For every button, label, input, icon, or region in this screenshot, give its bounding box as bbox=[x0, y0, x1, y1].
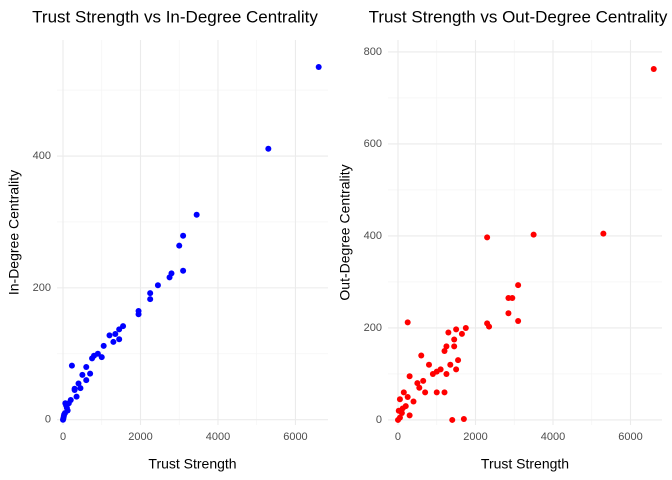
point bbox=[443, 343, 450, 350]
y-axis-label: Out-Degree Centrality bbox=[337, 164, 353, 300]
point bbox=[180, 267, 187, 274]
point bbox=[530, 231, 537, 238]
point bbox=[400, 389, 407, 396]
point bbox=[416, 384, 423, 391]
point bbox=[83, 377, 90, 384]
point bbox=[68, 362, 75, 369]
point bbox=[422, 389, 429, 396]
point bbox=[180, 232, 187, 239]
point bbox=[443, 370, 450, 377]
point bbox=[77, 385, 84, 392]
point bbox=[484, 234, 491, 241]
point bbox=[418, 352, 425, 359]
point bbox=[193, 211, 200, 218]
point bbox=[154, 282, 161, 289]
point bbox=[404, 393, 411, 400]
point bbox=[451, 343, 458, 350]
point bbox=[600, 230, 607, 237]
x-tick-label: 0 bbox=[60, 431, 66, 443]
point bbox=[71, 385, 78, 392]
point bbox=[87, 370, 94, 377]
point bbox=[265, 145, 272, 152]
point bbox=[147, 290, 154, 297]
point bbox=[505, 310, 512, 317]
x-tick-label: 2000 bbox=[463, 431, 487, 443]
point bbox=[75, 380, 82, 387]
y-tick-label: 0 bbox=[45, 414, 51, 426]
point bbox=[83, 363, 90, 370]
y-tick-label: 0 bbox=[376, 414, 382, 426]
point bbox=[79, 371, 86, 378]
point bbox=[112, 331, 119, 338]
y-tick-label: 800 bbox=[364, 46, 382, 58]
point bbox=[441, 389, 448, 396]
point bbox=[460, 416, 467, 423]
x-tick-label: 4000 bbox=[541, 431, 565, 443]
point bbox=[406, 373, 413, 380]
point bbox=[414, 380, 421, 387]
y-tick-label: 600 bbox=[364, 138, 382, 150]
y-tick-label: 400 bbox=[364, 230, 382, 242]
x-tick-label: 6000 bbox=[283, 431, 307, 443]
point bbox=[315, 64, 322, 71]
x-tick-label: 2000 bbox=[128, 431, 152, 443]
y-tick-label: 200 bbox=[33, 282, 51, 294]
point bbox=[406, 412, 413, 419]
point bbox=[64, 407, 71, 414]
point bbox=[420, 377, 427, 384]
point bbox=[410, 398, 417, 405]
point bbox=[396, 396, 403, 403]
point bbox=[449, 416, 456, 423]
point bbox=[98, 354, 105, 361]
point bbox=[100, 342, 107, 349]
point bbox=[425, 361, 432, 368]
x-tick-label: 6000 bbox=[618, 431, 642, 443]
point bbox=[89, 355, 96, 362]
x-axis-label: Trust Strength bbox=[481, 456, 569, 472]
point bbox=[515, 282, 522, 289]
point bbox=[404, 319, 411, 326]
point bbox=[147, 296, 154, 303]
point bbox=[451, 336, 458, 343]
point bbox=[486, 323, 493, 330]
point bbox=[106, 332, 113, 339]
x-axis-label: Trust Strength bbox=[148, 456, 236, 472]
point bbox=[455, 357, 462, 364]
point bbox=[429, 370, 436, 377]
point bbox=[116, 336, 123, 343]
x-tick-label: 0 bbox=[395, 431, 401, 443]
point bbox=[458, 330, 465, 337]
point bbox=[515, 318, 522, 325]
point bbox=[73, 393, 80, 400]
point bbox=[650, 65, 657, 72]
point bbox=[395, 407, 402, 414]
point bbox=[176, 242, 183, 249]
point bbox=[453, 366, 460, 373]
point bbox=[462, 324, 469, 331]
point bbox=[433, 389, 440, 396]
point bbox=[60, 415, 67, 422]
point bbox=[110, 338, 117, 345]
point bbox=[447, 361, 454, 368]
x-tick-label: 4000 bbox=[206, 431, 230, 443]
point bbox=[445, 329, 452, 336]
y-tick-label: 200 bbox=[364, 322, 382, 334]
point bbox=[166, 274, 173, 281]
point bbox=[116, 326, 123, 333]
chart-title: Trust Strength vs Out-Degree Centrality bbox=[369, 7, 668, 26]
chart-title: Trust Strength vs In-Degree Centrality bbox=[32, 7, 318, 26]
y-axis-label: In-Degree Centrality bbox=[6, 170, 22, 295]
point bbox=[394, 416, 401, 423]
point bbox=[453, 326, 460, 333]
y-tick-label: 400 bbox=[33, 150, 51, 162]
point bbox=[441, 347, 448, 354]
point bbox=[62, 400, 69, 407]
point bbox=[509, 295, 516, 302]
point bbox=[135, 311, 142, 318]
